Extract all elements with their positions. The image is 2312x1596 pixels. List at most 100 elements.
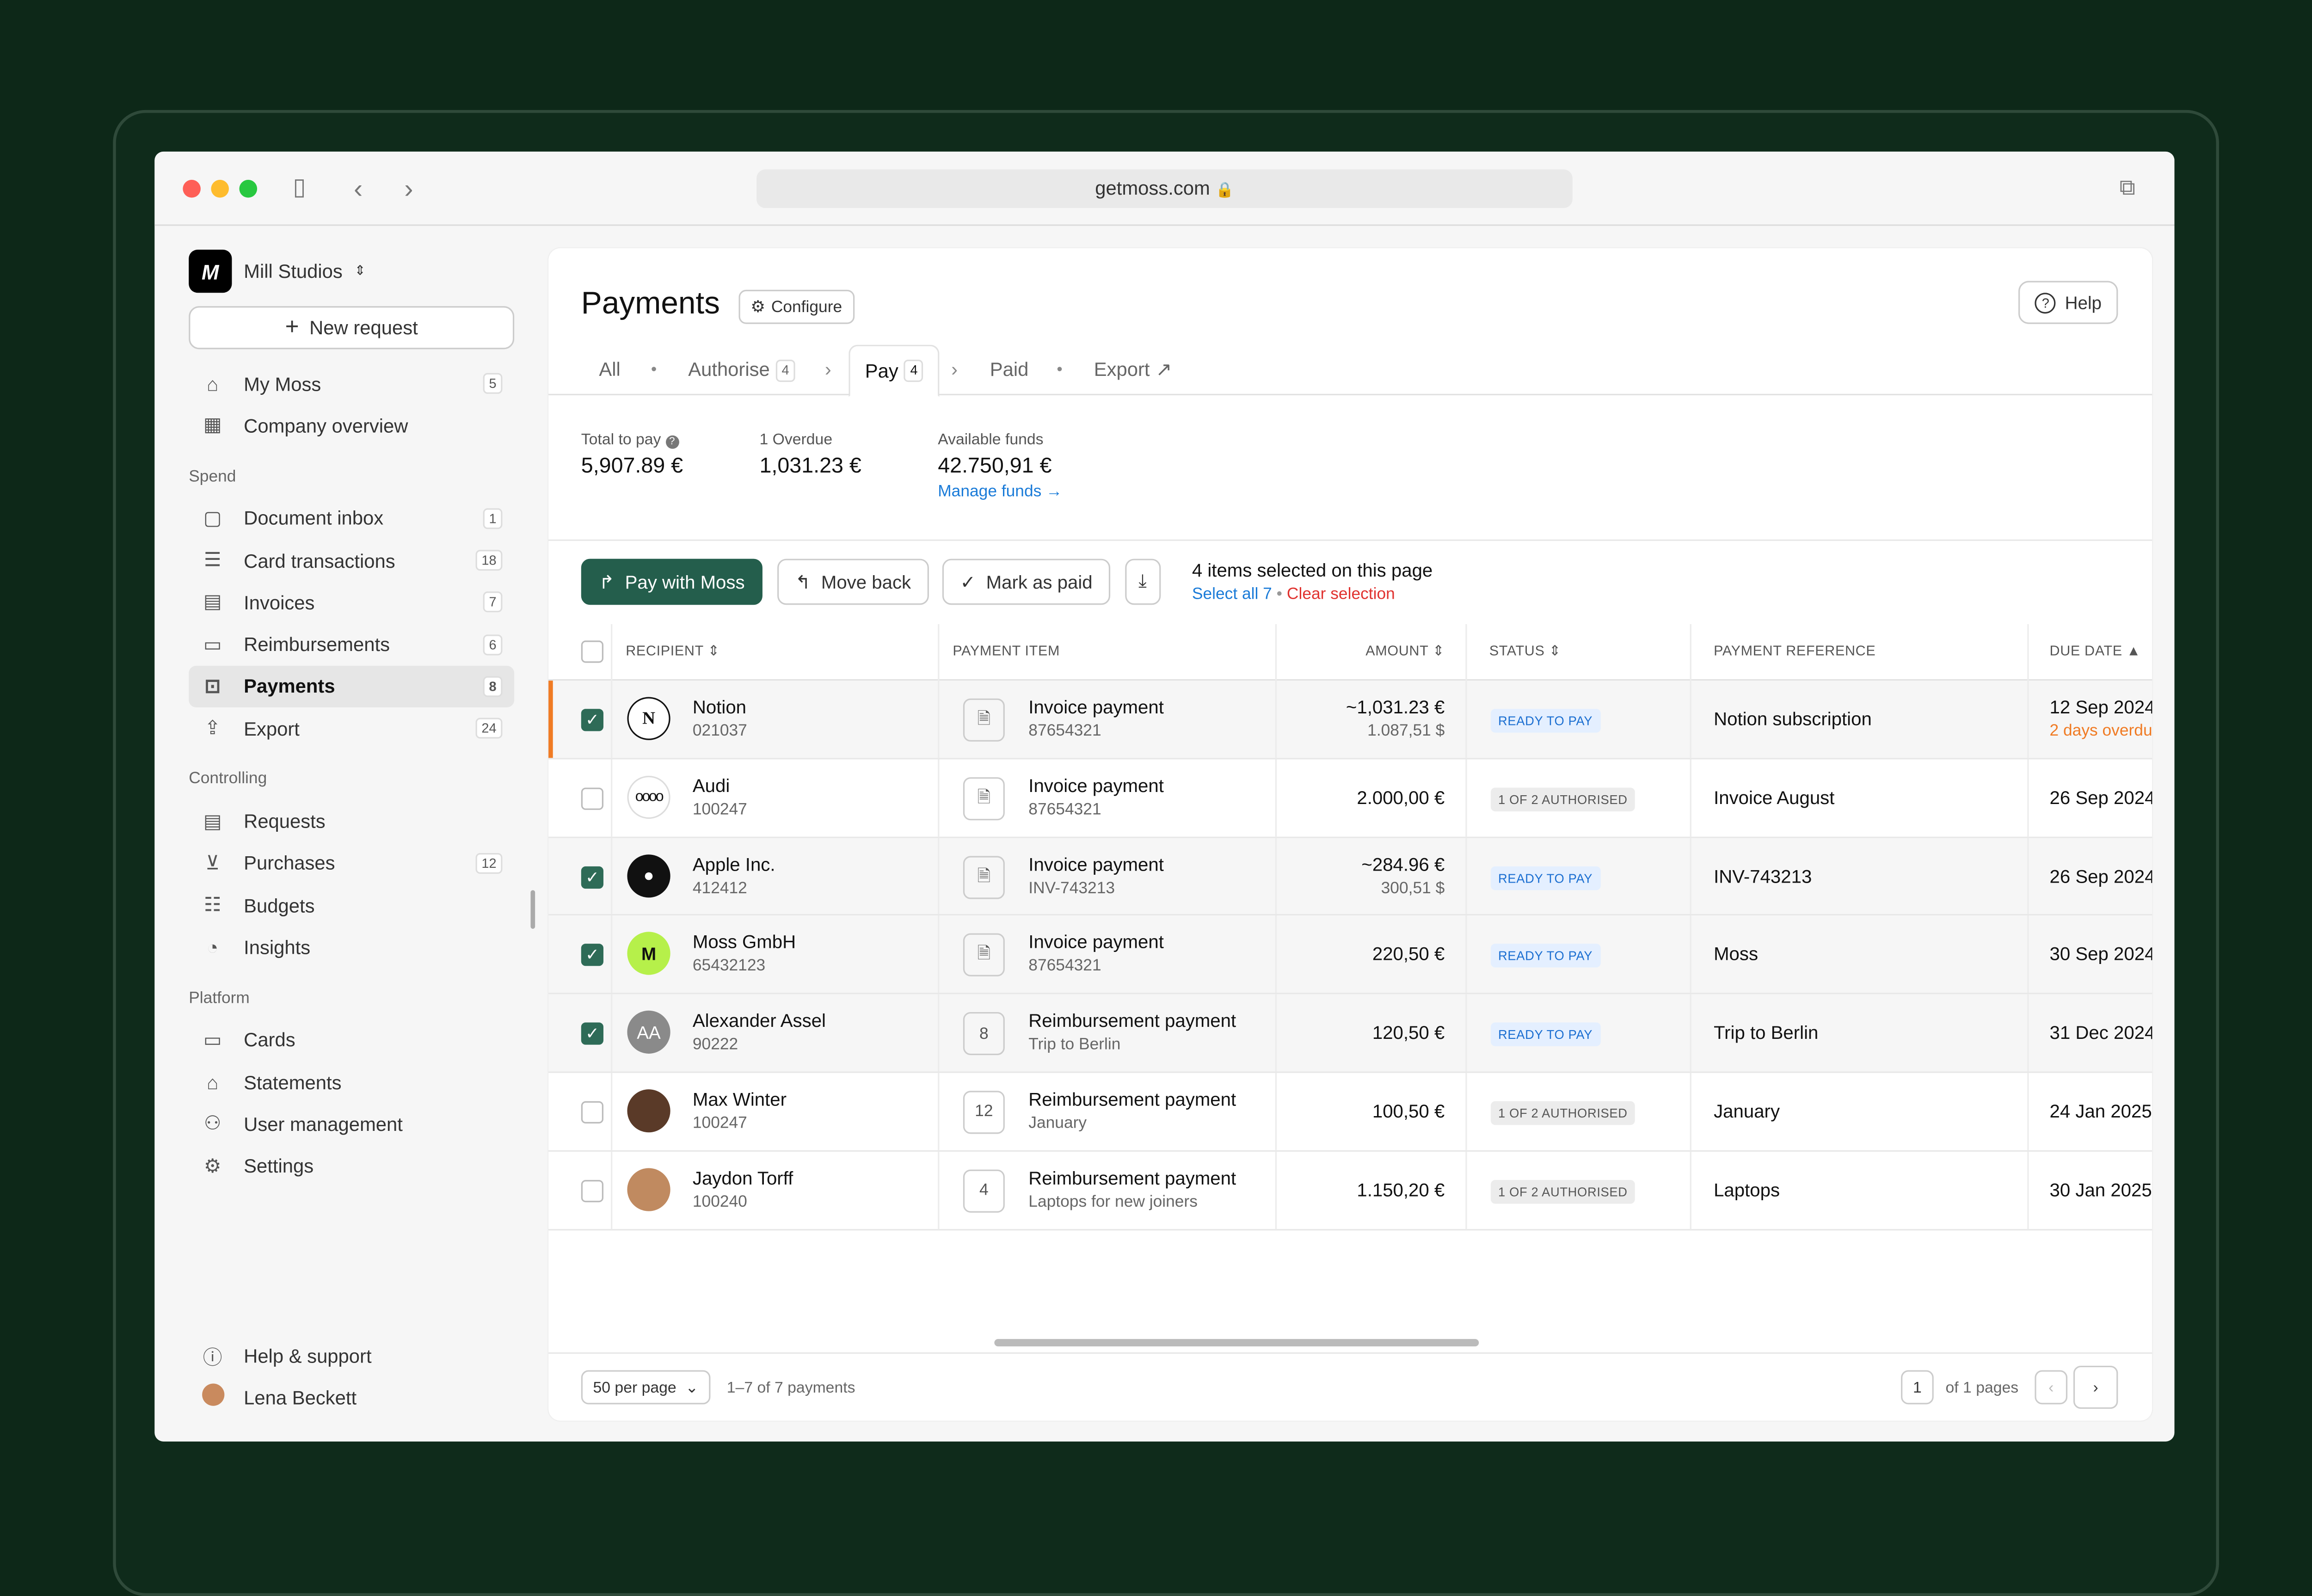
column-due-date[interactable]: DUE DATE ▲ xyxy=(2029,624,2152,681)
table-cell xyxy=(1691,916,2029,993)
sidebar-item-invoices[interactable]: ▤ Invoices 7 xyxy=(189,581,514,623)
browser-titlebar: ▯ ‹ › getmoss.com 🔒 ⧉ xyxy=(154,151,2175,226)
status-badge: 1 OF 2 AUTHORISED xyxy=(1490,1179,1635,1203)
close-window-button[interactable] xyxy=(183,179,201,198)
select-all-checkbox[interactable] xyxy=(581,640,604,663)
tabs-overview-icon[interactable]: ⧉ xyxy=(2119,175,2136,201)
clear-selection-link[interactable]: Clear selection xyxy=(1286,585,1395,604)
page-input[interactable]: 1 xyxy=(1901,1370,1934,1405)
sidebar-item-statements[interactable]: ⌂ Statements xyxy=(189,1061,514,1103)
table-cell xyxy=(1691,759,2029,836)
forward-icon[interactable]: › xyxy=(404,174,413,204)
row-checkbox[interactable]: ✓ xyxy=(581,709,604,731)
sidebar-item-card-transactions[interactable]: ☰ Card transactions 18 xyxy=(189,539,514,581)
sort-icon: ⇕ xyxy=(1549,643,1561,660)
table-row[interactable]: oooo Audi 100247 🗎 Invoice payment 87654321 2.… xyxy=(548,759,2152,838)
sidebar-item-company-overview[interactable]: ▦ Company overview xyxy=(189,405,514,447)
minimize-window-button[interactable] xyxy=(211,179,229,198)
building-icon: ▦ xyxy=(203,413,222,436)
sidebar-item-budgets[interactable]: ☷ Budgets xyxy=(189,884,514,926)
org-switcher[interactable]: M Mill Studios ⇕ xyxy=(189,250,366,293)
manage-funds-link[interactable]: Manage funds → xyxy=(938,483,1062,501)
row-checkbox[interactable] xyxy=(581,1179,604,1202)
table-cell xyxy=(612,1151,940,1228)
sidebar-item-label: Invoices xyxy=(244,591,315,614)
table-cell xyxy=(1277,1151,1467,1228)
row-checkbox[interactable]: ✓ xyxy=(581,1023,604,1045)
sidebar-scrollbar[interactable] xyxy=(530,890,535,929)
row-checkbox[interactable]: ✓ xyxy=(581,944,604,967)
row-checkbox[interactable] xyxy=(581,1101,604,1123)
column-amount[interactable]: AMOUNT ⇕ xyxy=(1277,624,1467,681)
table-cell xyxy=(1277,994,1467,1072)
sidebar-item-my-moss[interactable]: ⌂ My Moss 5 xyxy=(189,362,514,405)
org-name: Mill Studios xyxy=(244,260,343,282)
help-label: Help xyxy=(2065,292,2102,313)
prev-page-button[interactable]: ‹ xyxy=(2035,1370,2068,1405)
recipient-name: Notion xyxy=(692,697,747,718)
sidebar-item-label: Payments xyxy=(244,675,335,698)
address-bar[interactable]: getmoss.com 🔒 xyxy=(756,169,1573,209)
sidebar-toggle-icon[interactable]: ▯ xyxy=(293,175,306,201)
cart-icon: ⊻ xyxy=(205,851,220,874)
configure-button[interactable]: ⚙ Configure xyxy=(738,289,854,324)
table-row[interactable]: ✓ ● Apple Inc. 412412 🗎 Invoice payment INV-74… xyxy=(548,837,2152,916)
table-cell xyxy=(1691,994,2029,1072)
sidebar-item-cards[interactable]: ▭ Cards xyxy=(189,1019,514,1061)
tab-export[interactable]: Export ↗ xyxy=(1094,345,1172,395)
tab-all[interactable]: All xyxy=(599,345,620,395)
section-label-platform: Platform xyxy=(189,989,250,1007)
table-cell xyxy=(548,994,613,1072)
new-request-button[interactable]: + New request xyxy=(189,306,515,350)
table-row[interactable]: ✓ M Moss GmbH 65432123 🗎 Invoice payment 87654… xyxy=(548,916,2152,994)
maximize-window-button[interactable] xyxy=(239,179,258,198)
table-cell xyxy=(939,1073,1277,1150)
bank-icon: ⌂ xyxy=(206,1070,219,1093)
column-status[interactable]: STATUS ⇕ xyxy=(1467,624,1691,681)
next-page-button[interactable]: › xyxy=(2073,1365,2118,1409)
row-checkbox[interactable]: ✓ xyxy=(581,866,604,888)
table-row[interactable]: ✓ AA Alexander Assel 90222 8 Reimbursement pa… xyxy=(548,994,2152,1073)
sidebar-item-purchases[interactable]: ⊻ Purchases 12 xyxy=(189,842,514,884)
selection-info: 4 items selected on this page Select all … xyxy=(1192,560,1433,604)
tab-pay[interactable]: Pay 4 xyxy=(849,344,940,397)
download-button[interactable]: ⤓ xyxy=(1125,559,1160,605)
sidebar-item-requests[interactable]: ▤ Requests xyxy=(189,800,514,842)
sidebar-item-help[interactable]: ⓘ Help & support xyxy=(189,1334,514,1376)
sidebar-item-document-inbox[interactable]: ▢ Document inbox 1 xyxy=(189,497,514,539)
mark-as-paid-button[interactable]: ✓ Mark as paid xyxy=(942,559,1111,605)
sidebar-item-insights[interactable]: ◔ Insights xyxy=(189,926,514,968)
row-checkbox[interactable] xyxy=(581,787,604,810)
help-button[interactable]: ? Help xyxy=(2019,281,2118,324)
tab-authorise[interactable]: Authorise 4 xyxy=(688,345,795,395)
sidebar-item-reimbursements[interactable]: ▭ Reimbursements 6 xyxy=(189,623,514,665)
back-icon[interactable]: ‹ xyxy=(354,174,363,204)
external-link-icon: ↗ xyxy=(1156,358,1172,381)
per-page-select[interactable]: 50 per page ⌄ xyxy=(581,1370,711,1405)
amount: 220,50 € xyxy=(1372,944,1445,965)
table-row[interactable]: ✓ N Notion 021037 🗎 Invoice payment 87654321 ~1… xyxy=(548,681,2152,759)
due-date: 30 Jan 2025 xyxy=(2049,1179,2152,1201)
sidebar-item-user-management[interactable]: ⚇ User management xyxy=(189,1103,514,1145)
url-text: getmoss.com xyxy=(1095,177,1210,199)
payments-panel: Payments ⚙ Configure ? Help All • Authoris… xyxy=(548,248,2152,1421)
info-icon[interactable]: ? xyxy=(665,435,679,449)
table-row[interactable]: Jaydon Torff 100240 4 Reimbursement payment… xyxy=(548,1151,2152,1230)
tab-paid[interactable]: Paid xyxy=(990,345,1029,395)
sort-icon: ⇕ xyxy=(707,643,720,660)
column-recipient[interactable]: RECIPIENT ⇕ xyxy=(612,624,940,681)
export-icon: ⇪ xyxy=(204,716,221,739)
plus-icon: + xyxy=(285,314,299,340)
sidebar-item-profile[interactable]: Lena Beckett xyxy=(189,1376,514,1418)
move-back-button[interactable]: ↰ Move back xyxy=(777,559,929,605)
select-all-link[interactable]: Select all 7 xyxy=(1192,585,1272,604)
sidebar-item-settings[interactable]: ⚙ Settings xyxy=(189,1145,514,1187)
sidebar-item-export[interactable]: ⇪ Export 24 xyxy=(189,707,514,749)
pay-with-moss-button[interactable]: ↱ Pay with Moss xyxy=(581,559,763,605)
horizontal-scrollbar[interactable] xyxy=(994,1339,1479,1347)
sidebar-item-label: Lena Beckett xyxy=(244,1386,357,1409)
sidebar-item-payments[interactable]: ⊡ Payments 8 xyxy=(189,665,515,708)
button-label: Mark as paid xyxy=(986,571,1093,592)
table-row[interactable]: Max Winter 100247 12 Reimbursement payment J… xyxy=(548,1073,2152,1152)
payments-icon: ⊡ xyxy=(204,675,221,697)
